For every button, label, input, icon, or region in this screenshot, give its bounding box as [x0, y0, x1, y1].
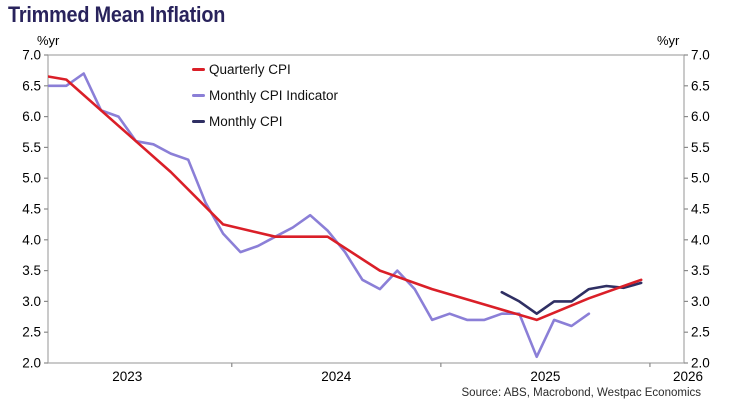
page-title: Trimmed Mean Inflation [8, 2, 226, 27]
y-axis-label-right: 4.0 [691, 232, 710, 247]
y-axis-unit-right: %yr [657, 33, 680, 48]
y-axis-unit-left: %yr [37, 33, 60, 48]
y-axis-label-left: 5.0 [22, 171, 41, 186]
y-axis-label-left: 4.0 [22, 232, 41, 247]
y-axis-label-left: 2.0 [22, 356, 41, 371]
legend-swatch-monthly-cpi-indicator [192, 93, 205, 97]
chart-legend: Quarterly CPI Monthly CPI Indicator Mont… [192, 56, 338, 134]
y-axis-label-left: 2.5 [22, 325, 41, 340]
legend-label-monthly-cpi: Monthly CPI [209, 113, 283, 129]
y-axis-label-right: 3.5 [691, 263, 710, 278]
plot-border [47, 54, 685, 364]
legend-swatch-quarterly-cpi [192, 67, 205, 71]
legend-item-monthly-cpi: Monthly CPI [192, 108, 338, 134]
y-axis-label-left: 5.5 [22, 140, 41, 155]
y-axis-label-right: 7.0 [691, 48, 710, 63]
y-axis-label-right: 6.5 [691, 78, 710, 93]
y-axis-label-right: 5.0 [691, 171, 710, 186]
legend-item-quarterly-cpi: Quarterly CPI [192, 56, 338, 82]
source-attribution: Source: ABS, Macrobond, Westpac Economic… [461, 387, 701, 399]
legend-item-monthly-cpi-indicator: Monthly CPI Indicator [192, 82, 338, 108]
y-axis-label-left: 3.0 [22, 294, 41, 309]
y-axis-label-right: 2.5 [691, 325, 710, 340]
y-axis-label-left: 6.0 [22, 109, 41, 124]
y-axis-label-right: 5.5 [691, 140, 710, 155]
y-axis-label-right: 6.0 [691, 109, 710, 124]
y-axis-label-left: 3.5 [22, 263, 41, 278]
y-axis-label-right: 2.0 [691, 356, 710, 371]
x-axis-label: 2025 [530, 369, 560, 384]
y-axis-label-left: 4.5 [22, 202, 41, 217]
legend-swatch-monthly-cpi [192, 119, 205, 123]
y-axis-label-right: 3.0 [691, 294, 710, 309]
y-axis-label-left: 7.0 [22, 48, 41, 63]
x-axis-label: 2026 [673, 369, 703, 384]
series-line-quarterly-cpi [48, 75, 643, 322]
y-axis-label-right: 4.5 [691, 202, 710, 217]
x-axis-label: 2024 [321, 369, 352, 384]
series-line-monthly-cpi-indicator [48, 72, 591, 359]
y-axis-label-left: 6.5 [22, 78, 41, 93]
x-axis-label: 2023 [112, 369, 142, 384]
legend-label-monthly-cpi-indicator: Monthly CPI Indicator [209, 87, 339, 103]
legend-label-quarterly-cpi: Quarterly CPI [209, 61, 291, 77]
